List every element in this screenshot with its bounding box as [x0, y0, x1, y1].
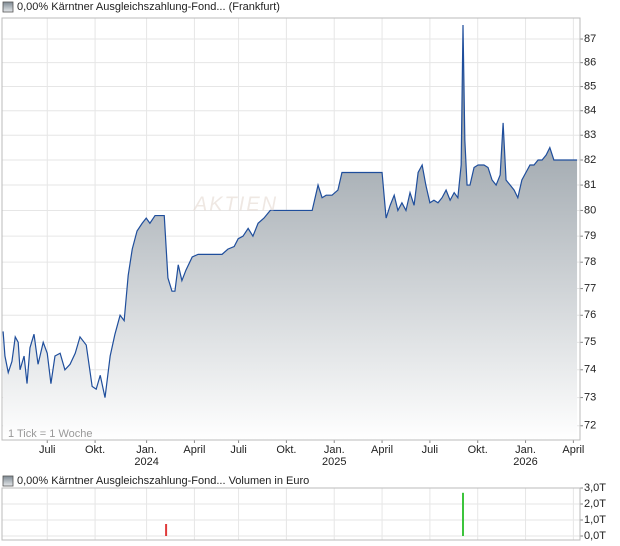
y-tick-label: 83: [584, 129, 596, 141]
y-tick-label: 3,0T: [584, 482, 606, 494]
y-tick-label: 78: [584, 256, 596, 268]
price-panel: 72 73 74 75 76 77 78 79 80 81 82 83 84 85 86 87 Juli Okt.…: [2, 18, 596, 468]
volume-bar: [462, 492, 465, 536]
y-tick-label: 72: [584, 420, 596, 432]
y-tick-label: 76: [584, 309, 596, 321]
x-tick-label: Jan.: [136, 444, 157, 456]
legend-icon: [2, 1, 14, 13]
x-tick-label: April: [183, 444, 205, 456]
x-tick-label: Okt.: [468, 444, 488, 456]
watermark: AKTIEN: [193, 193, 278, 215]
y-tick-label: 86: [584, 57, 596, 69]
y-tick-label: 80: [584, 204, 596, 216]
x-tick-label: Juli: [230, 444, 247, 456]
y-tick-label: 75: [584, 336, 596, 348]
tick-note: 1 Tick = 1 Woche: [8, 428, 92, 440]
legend-icon: [2, 475, 14, 487]
x-tick-label: April: [562, 444, 584, 456]
y-tick-label: 82: [584, 154, 596, 166]
y-tick-label: 85: [584, 80, 596, 92]
x-tick-label: Okt.: [276, 444, 296, 456]
y-tick-label: 84: [584, 105, 596, 117]
y-tick-label: 74: [584, 364, 596, 376]
y-tick-label: 77: [584, 282, 596, 294]
area: [3, 24, 578, 441]
y-tick-label: 73: [584, 391, 596, 403]
chart-title: 0,00% Kärntner Ausgleichszahlung-Fond...…: [17, 475, 309, 487]
y-tick-label: 79: [584, 230, 596, 242]
y-tick-label: 1,0T: [584, 514, 606, 526]
y-tick-label: 87: [584, 33, 596, 45]
y-tick-label: 81: [584, 179, 596, 191]
price-line: [2, 24, 578, 398]
x-tick-label: April: [371, 444, 393, 456]
x-tick-label: Jan.: [324, 444, 345, 456]
x-tick-year: 2025: [322, 456, 346, 468]
volume-panel: 0,0T 1,0T 2,0T 3,0T: [2, 482, 606, 542]
x-tick-year: 2024: [134, 456, 158, 468]
y-tick-label: 2,0T: [584, 498, 606, 510]
plot-frame: [1, 17, 581, 441]
chart-title: 0,00% Kärntner Ausgleichszahlung-Fond...…: [17, 1, 280, 13]
volume-bar: [165, 524, 168, 536]
y-tick-label: 0,0T: [584, 530, 606, 542]
x-tick-label: Juli: [422, 444, 439, 456]
x-tick-label: Jan.: [515, 444, 536, 456]
x-tick-label: Okt.: [85, 444, 105, 456]
x-tick-label: Juli: [39, 444, 56, 456]
x-tick-year: 2026: [513, 456, 537, 468]
plot-frame: [1, 487, 581, 541]
